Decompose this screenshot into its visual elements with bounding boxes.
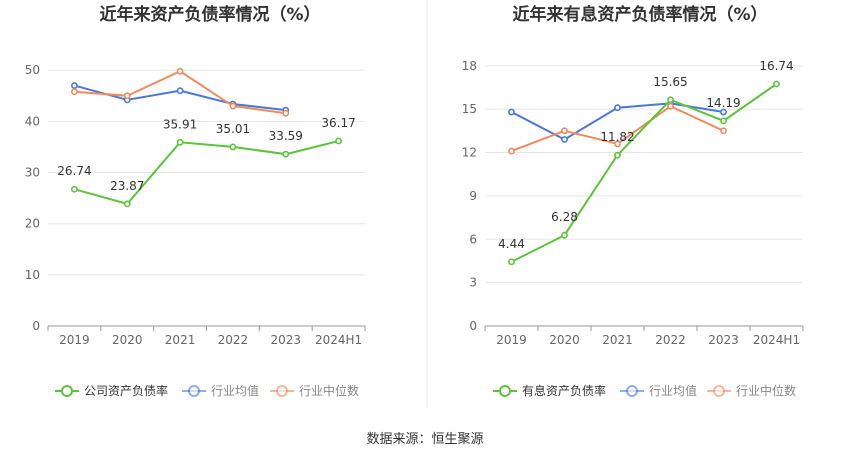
data-label: 15.65: [653, 75, 687, 89]
data-point: [71, 185, 78, 193]
legend-item[interactable]: 行业均值: [620, 383, 697, 398]
y-tick-label: 30: [25, 166, 40, 180]
legend-label: 行业均值: [649, 383, 697, 398]
legend: 有息资产负债率 行业均值 行业中位数: [493, 383, 796, 398]
data-point: [720, 117, 727, 125]
data-label: 35.91: [163, 117, 197, 131]
data-point: [229, 102, 237, 110]
legend-label: 公司资产负债率: [84, 383, 168, 398]
x-tick-label: 2022: [218, 333, 249, 347]
chart-title: 近年来资产负债率情况（%）: [99, 4, 320, 25]
legend-label: 有息资产负债率: [522, 383, 606, 398]
x-tick-label: 2022: [655, 333, 686, 347]
y-tick-label: 40: [25, 114, 40, 128]
x-axis: 2019 2020 2021 2022 2023 2024H1: [484, 325, 804, 347]
data-point: [667, 96, 674, 104]
data-point: [282, 109, 290, 117]
legend-item[interactable]: 行业中位数: [270, 383, 359, 398]
data-label: 23.87: [110, 179, 144, 193]
y-tick-label: 50: [25, 63, 40, 77]
data-point: [773, 80, 780, 88]
y-tick-label: 20: [25, 217, 40, 231]
y-grid: 0 3 6 9 12 15 18: [462, 59, 803, 333]
legend-swatch-marker: [276, 385, 288, 397]
legend-item[interactable]: 公司资产负债率: [55, 383, 168, 398]
x-tick-label: 2024H1: [753, 333, 800, 347]
x-axis: 2019 2020 2021 2022 2023 2024H1: [47, 325, 366, 347]
x-tick-label: 2020: [112, 333, 143, 347]
data-point: [667, 102, 674, 110]
data-point: [614, 151, 621, 159]
y-tick-label: 9: [469, 189, 477, 203]
x-tick-label: 2021: [165, 333, 196, 347]
data-point: [508, 108, 515, 116]
data-point: [123, 200, 131, 208]
x-tick-label: 2023: [270, 333, 301, 347]
x-tick-label: 2024H1: [315, 333, 362, 347]
y-tick-label: 18: [462, 59, 477, 73]
source-label: 数据来源：恒生聚源: [366, 432, 483, 447]
legend-label: 行业中位数: [299, 383, 359, 398]
x-tick-label: 2019: [496, 333, 527, 347]
y-tick-label: 0: [469, 319, 477, 333]
y-tick-label: 10: [25, 268, 40, 282]
y-tick-label: 0: [32, 319, 40, 333]
legend-item[interactable]: 有息资产负债率: [493, 383, 606, 398]
legend-item[interactable]: 行业中位数: [707, 383, 796, 398]
y-tick-label: 12: [462, 146, 477, 160]
legend-swatch-marker: [713, 385, 725, 397]
data-label: 26.74: [57, 164, 91, 178]
data-label: 4.44: [498, 237, 525, 251]
data-point: [71, 88, 78, 96]
data-point: [508, 147, 515, 155]
data-point: [614, 140, 621, 148]
series-group: 4.44 6.28 11.82 15.65 14.19 16.74: [498, 59, 794, 266]
data-point: [176, 67, 184, 75]
data-label: 16.74: [759, 59, 793, 73]
data-label: 36.17: [321, 116, 355, 130]
data-point: [123, 92, 131, 100]
x-tick-label: 2023: [708, 333, 739, 347]
data-point: [561, 231, 568, 239]
data-point: [508, 258, 515, 266]
data-point: [71, 82, 78, 89]
series-line: [74, 140, 339, 206]
series-group: 26.74 23.87 35.91 35.01 33.59 36.17: [57, 67, 356, 208]
data-point: [229, 143, 237, 151]
data-point: [282, 150, 290, 158]
legend-swatch-marker: [499, 385, 511, 397]
legend-item[interactable]: 行业均值: [182, 383, 259, 398]
data-point: [720, 108, 727, 116]
data-label: 33.59: [269, 129, 303, 143]
legend-label: 行业中位数: [736, 383, 796, 398]
legend-label: 行业均值: [211, 383, 259, 398]
legend: 公司资产负债率 行业均值 行业中位数: [55, 383, 359, 398]
data-point: [176, 138, 184, 146]
data-point: [176, 87, 184, 95]
data-point: [614, 104, 621, 112]
data-point: [720, 127, 727, 135]
chart-title: 近年来有息资产负债率情况（%）: [512, 4, 767, 25]
data-label: 14.19: [706, 96, 740, 110]
data-label: 35.01: [216, 122, 250, 136]
data-point: [335, 137, 342, 145]
data-point: [561, 136, 568, 143]
legend-swatch-marker: [61, 385, 73, 397]
y-tick-label: 3: [469, 276, 477, 290]
legend-swatch-marker: [626, 385, 638, 397]
series-line: [511, 83, 778, 263]
data-point: [561, 127, 568, 135]
y-tick-label: 6: [469, 232, 477, 246]
data-label: 11.82: [600, 130, 634, 144]
y-grid: 0 10 20 30 40 50: [25, 63, 365, 333]
x-tick-label: 2020: [549, 333, 580, 347]
data-label: 6.28: [551, 210, 578, 224]
x-tick-label: 2019: [59, 333, 90, 347]
legend-swatch-marker: [188, 385, 200, 397]
x-tick-label: 2021: [602, 333, 633, 347]
y-tick-label: 15: [462, 102, 477, 116]
